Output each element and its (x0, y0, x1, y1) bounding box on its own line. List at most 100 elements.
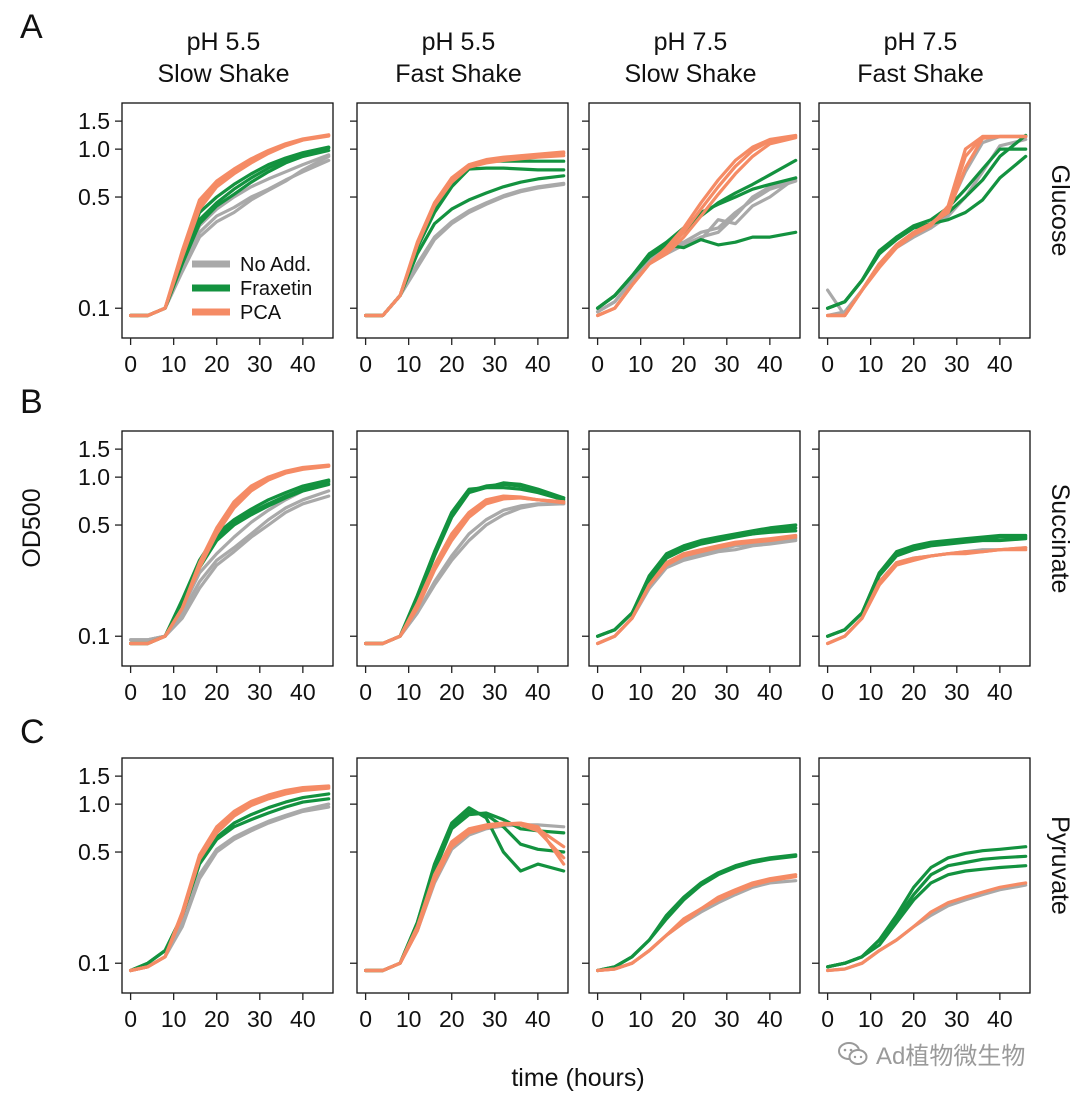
x-tick-label: 20 (671, 1006, 697, 1032)
panel-frame (356, 102, 569, 339)
x-tick-label: 40 (525, 351, 551, 377)
panel-letter-c: C (20, 713, 45, 751)
column-title-4-line-1: pH 7.5 (884, 28, 958, 56)
series-group-glucose-col-1 (129, 133, 331, 318)
legend-label-fraxetin: Fraxetin (240, 278, 312, 300)
x-tick-label: 0 (124, 1006, 137, 1032)
series-line-pca (364, 821, 566, 973)
panel-pyruvate-col-2: 0 10 20 30 40 (350, 757, 569, 1032)
y-tick-label: 0.5 (78, 512, 110, 538)
column-title-3-line-2: Slow Shake (624, 60, 756, 88)
x-tick-label: 0 (821, 679, 834, 705)
x-tick-label: 0 (359, 1006, 372, 1032)
series-group-pyruvate-col-3 (595, 853, 798, 973)
x-tick-label: 30 (944, 351, 970, 377)
x-tick-label: 20 (439, 679, 465, 705)
x-tick-label: 10 (396, 351, 422, 377)
x-tick-label: 10 (858, 679, 884, 705)
y-tick-label: 0.1 (78, 295, 110, 321)
series-line-fraxetin (595, 230, 798, 310)
x-tick-label: 40 (525, 1006, 551, 1032)
x-tick-label: 0 (821, 351, 834, 377)
series-line-pca (825, 881, 1028, 973)
column-titles: pH 5.5 Slow Shake pH 5.5 Fast Shake pH 7.5 Sl… (157, 28, 983, 88)
x-tick-label: 0 (591, 679, 604, 705)
x-tick-label: 30 (482, 679, 508, 705)
x-tick-label: 10 (396, 1006, 422, 1032)
series-line-pca (595, 136, 798, 318)
series-line-pca (129, 463, 331, 646)
x-tick-label: 20 (439, 1006, 465, 1032)
x-tick-label: 10 (628, 1006, 654, 1032)
y-tick-label: 0.5 (78, 839, 110, 865)
x-tick-label: 0 (124, 679, 137, 705)
x-tick-label: 30 (714, 351, 740, 377)
legend-label-pca: PCA (240, 302, 282, 324)
x-tick-label: 0 (359, 351, 372, 377)
panel-frame (121, 757, 334, 994)
x-tick-label: 30 (944, 1006, 970, 1032)
panel-pyruvate-col-4: 0 10 20 30 40 (812, 757, 1031, 1032)
y-tick-label: 1.5 (78, 436, 110, 462)
x-tick-label: 30 (482, 351, 508, 377)
column-title-3-line-1: pH 7.5 (654, 28, 728, 56)
row-label-glucose: Glucose (1046, 165, 1074, 257)
x-tick-label: 20 (439, 351, 465, 377)
x-tick-label: 10 (161, 679, 187, 705)
series-line-pca (129, 784, 331, 973)
series-line-fraxetin (825, 147, 1028, 310)
x-tick-label: 20 (204, 1006, 230, 1032)
x-tick-label: 10 (628, 679, 654, 705)
x-tick-label: 10 (161, 1006, 187, 1032)
x-tick-label: 10 (161, 351, 187, 377)
row-labels: Glucose Succinate Pyruvate (1046, 165, 1074, 915)
x-tick-label: 10 (858, 351, 884, 377)
x-tick-label: 20 (901, 351, 927, 377)
y-axis-title: OD500 (18, 488, 46, 567)
x-tick-label: 40 (987, 1006, 1013, 1032)
x-tick-label: 40 (290, 679, 316, 705)
series-group-succinate-col-2 (364, 481, 566, 646)
x-tick-label: 20 (901, 679, 927, 705)
x-tick-label: 40 (757, 679, 783, 705)
series-line-pca (364, 494, 566, 646)
x-tick-label: 40 (987, 679, 1013, 705)
x-tick-label: 0 (591, 1006, 604, 1032)
x-tick-label: 40 (525, 679, 551, 705)
series-group-glucose-col-3 (595, 133, 798, 318)
row-label-succinate: Succinate (1046, 484, 1074, 594)
column-title-2-line-2: Fast Shake (395, 60, 521, 88)
series-line-pca (595, 533, 798, 646)
series-group-pyruvate-col-4 (825, 845, 1028, 973)
series-line-pca (595, 873, 798, 973)
panel-succinate-col-4: 0 10 20 30 40 (812, 430, 1031, 705)
x-tick-label: 0 (124, 351, 137, 377)
x-tick-label: 0 (591, 351, 604, 377)
series-line-pca (364, 150, 566, 318)
y-tick-label: 0.1 (78, 623, 110, 649)
x-tick-label: 10 (628, 351, 654, 377)
x-tick-label: 30 (247, 679, 273, 705)
x-tick-label: 10 (858, 1006, 884, 1032)
series-line-fraxetin (825, 864, 1028, 969)
x-tick-label: 40 (757, 1006, 783, 1032)
series-group-glucose-col-2 (364, 150, 566, 318)
series-line-pca (129, 133, 331, 318)
watermark-text: Ad植物微生物 (876, 1043, 1026, 1070)
x-tick-label: 40 (757, 351, 783, 377)
x-tick-label: 0 (359, 679, 372, 705)
panel-succinate-col-3: 0 10 20 30 40 (582, 430, 801, 705)
y-tick-label: 0.1 (78, 950, 110, 976)
column-title-4-line-2: Fast Shake (857, 60, 983, 88)
series-line-fraxetin (595, 523, 798, 638)
x-tick-label: 40 (290, 351, 316, 377)
x-tick-label: 10 (396, 679, 422, 705)
row-label-pyruvate: Pyruvate (1046, 816, 1074, 915)
x-tick-label: 30 (944, 679, 970, 705)
panel-succinate-col-2: 0 10 20 30 40 (350, 430, 569, 705)
series-group-glucose-col-4 (825, 133, 1028, 318)
series-group-pyruvate-col-2 (364, 806, 566, 973)
x-tick-label: 30 (482, 1006, 508, 1032)
panel-frame (356, 757, 569, 994)
